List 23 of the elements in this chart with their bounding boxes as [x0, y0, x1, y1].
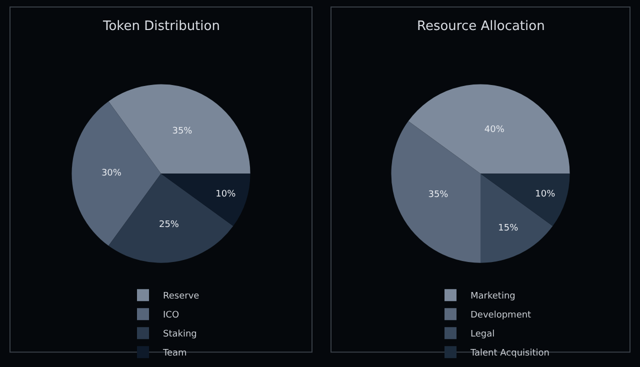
pie-slice	[408, 84, 570, 174]
legend-label: Marketing	[470, 292, 516, 302]
data-label: 35%	[428, 190, 449, 200]
legend-label: ICO	[163, 310, 180, 321]
legend-label: Staking	[163, 330, 197, 340]
pie-slice	[72, 101, 161, 246]
data-label: 30%	[101, 168, 122, 179]
legend-label: Talent Acquisition	[470, 348, 550, 359]
pie-slice	[391, 121, 480, 263]
legend-label: Legal	[470, 330, 495, 340]
pie-slice	[161, 174, 250, 226]
data-label: 40%	[484, 125, 505, 136]
legend-label: Team	[162, 348, 187, 359]
chart-title: Token Distribution	[102, 19, 220, 34]
legend-label: Reserve	[163, 292, 200, 302]
legend-label: Development	[470, 310, 532, 321]
chart-title: Resource Allocation	[417, 19, 545, 34]
data-label: 10%	[216, 190, 236, 200]
data-label: 35%	[172, 126, 193, 137]
pie-slice	[480, 174, 553, 263]
data-label: 25%	[158, 220, 180, 230]
data-label: 15%	[498, 223, 519, 234]
data-label: 10%	[535, 190, 556, 200]
